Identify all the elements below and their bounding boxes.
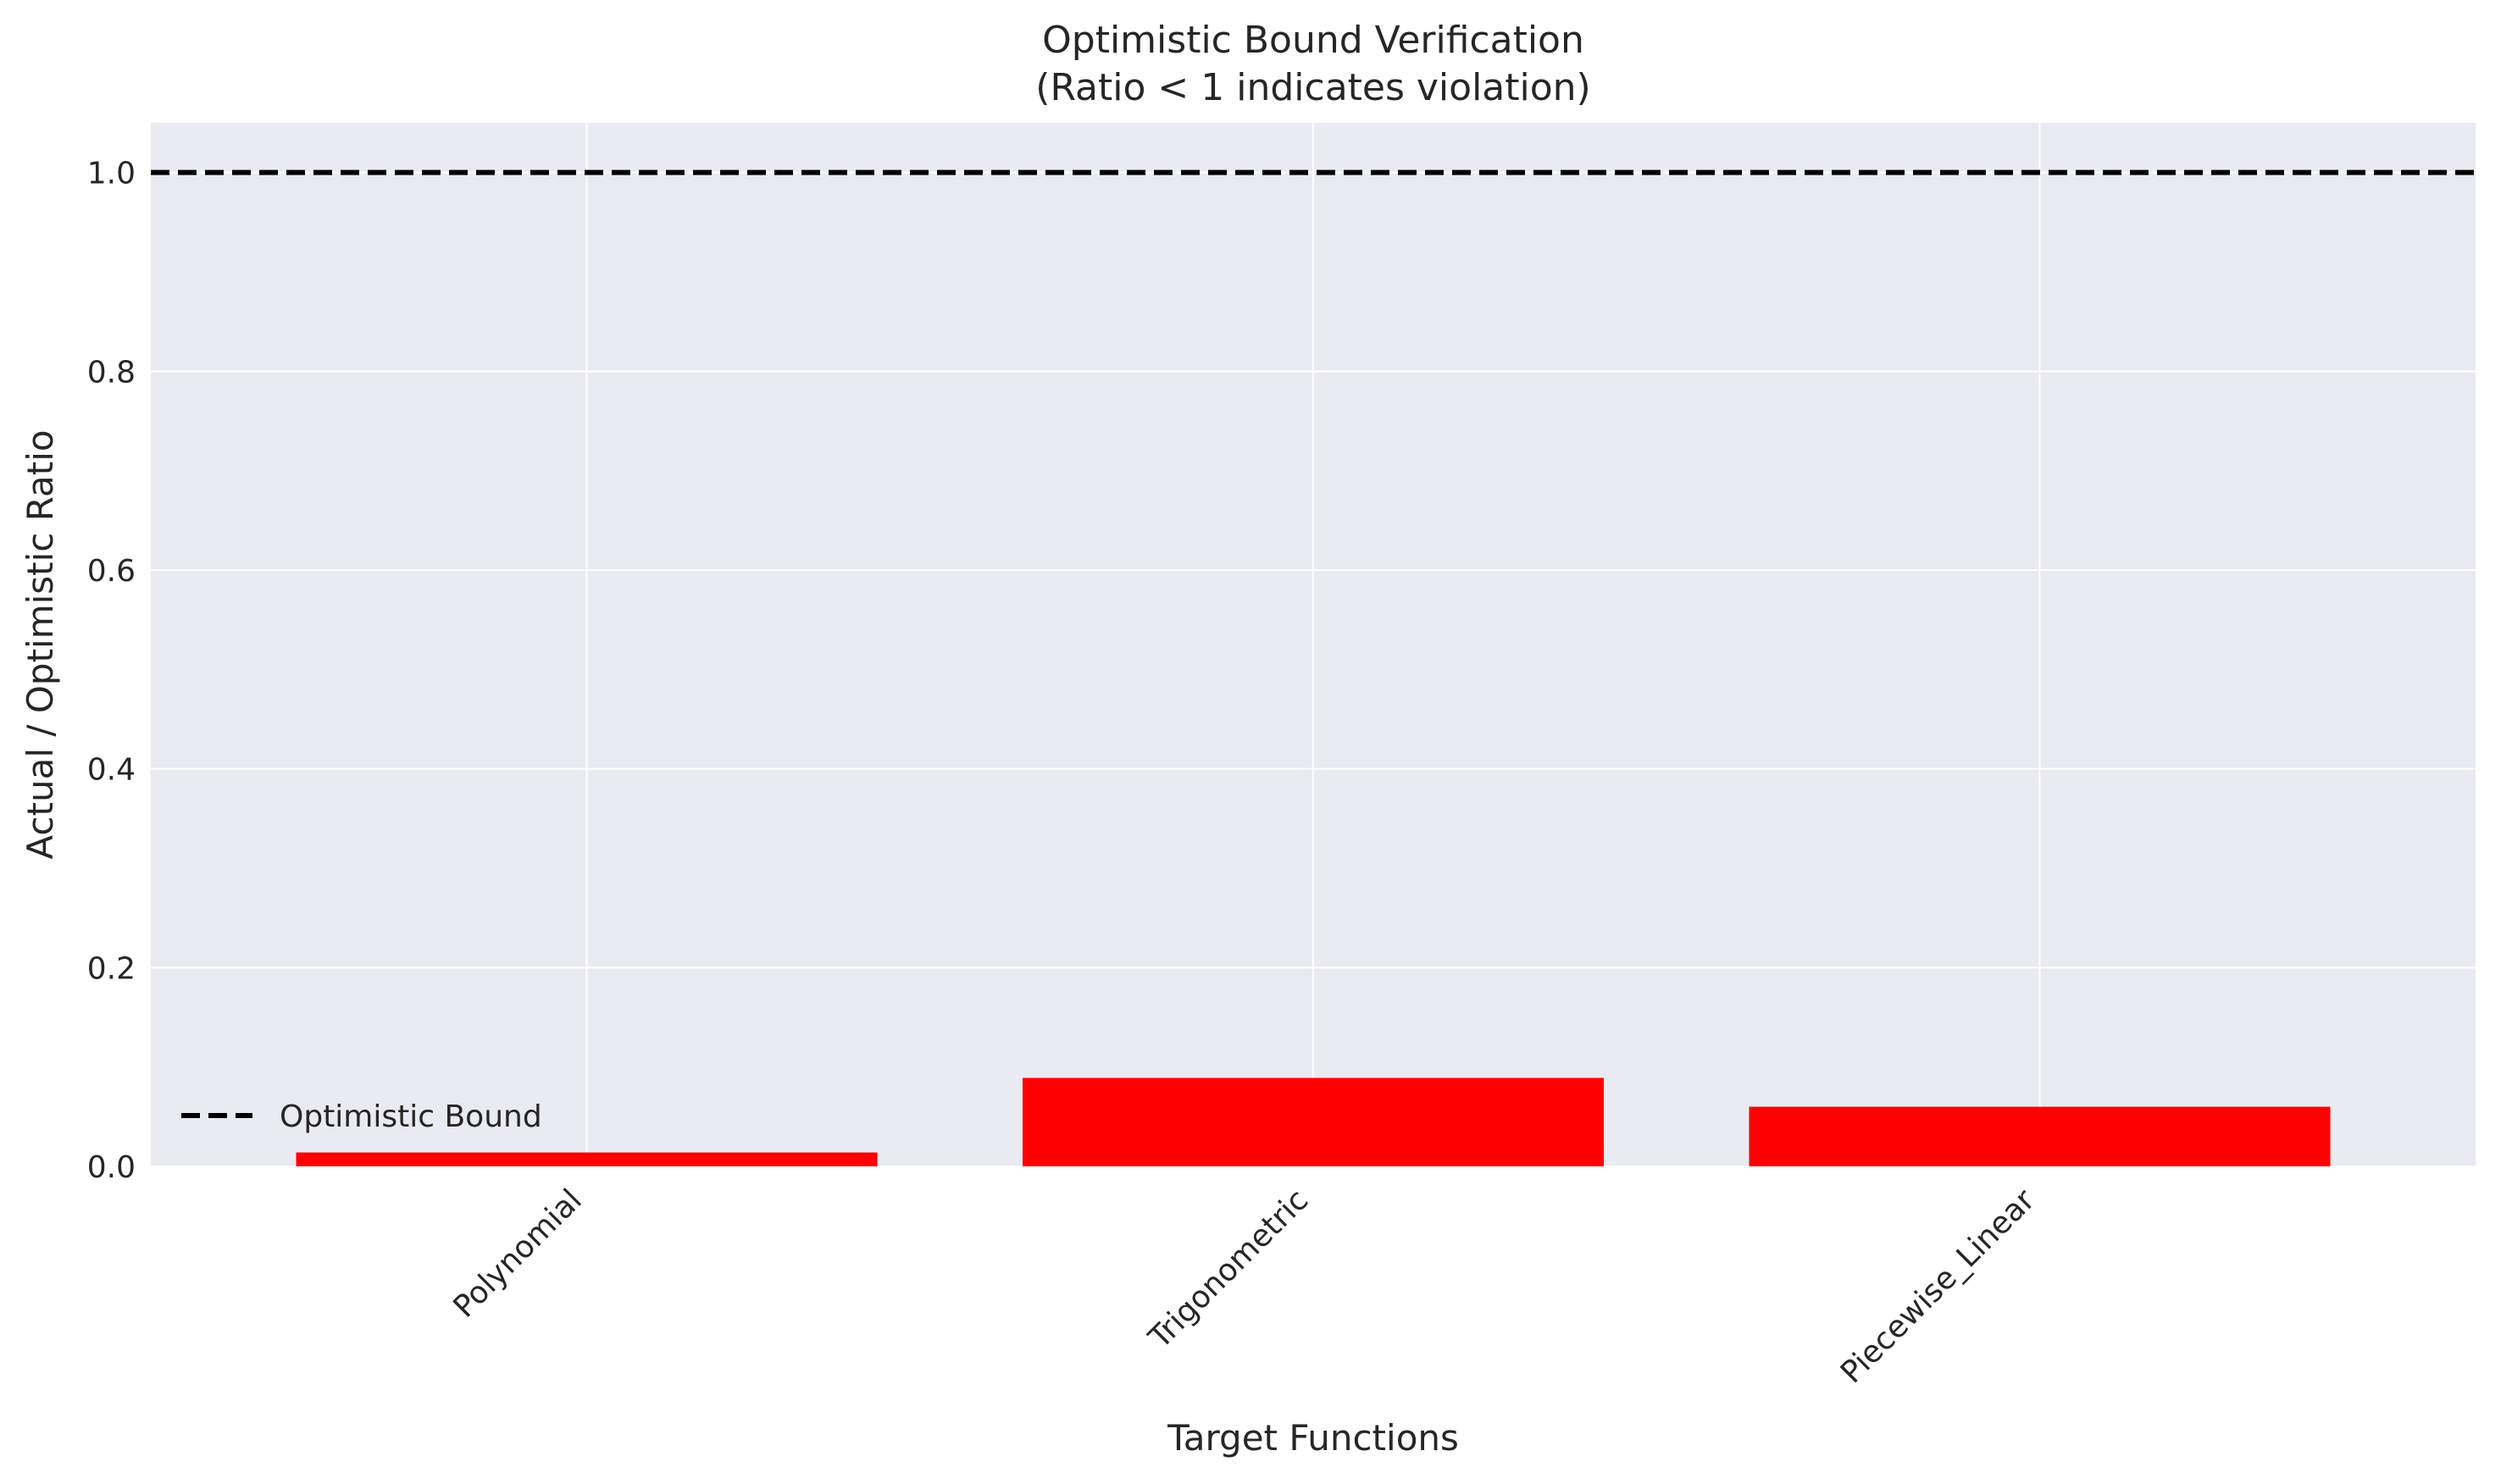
x-axis-label: Target Functions <box>1167 1417 1459 1459</box>
bar-trigonometric <box>1023 1077 1604 1166</box>
y-tick-label: 1.0 <box>87 157 136 191</box>
y-axis-label: Actual / Optimistic Ratio <box>19 429 61 859</box>
x-tick-label: Polynomial <box>446 1182 588 1324</box>
y-tick-label: 0.2 <box>87 951 136 986</box>
y-tick-label: 0.6 <box>87 554 136 589</box>
y-tick-label: 0.8 <box>87 355 136 390</box>
legend: Optimistic Bound <box>181 1099 542 1134</box>
bar-piecewise-linear <box>1749 1106 2331 1166</box>
x-tick-label: Piecewise_Linear <box>1834 1182 2042 1390</box>
y-tick-label: 0.0 <box>87 1150 136 1185</box>
y-tick-label: 0.4 <box>87 753 136 788</box>
bars <box>296 1077 2331 1166</box>
legend-label: Optimistic Bound <box>280 1099 542 1134</box>
y-axis-ticks: 0.0 0.2 0.4 0.6 0.8 1.0 <box>87 157 136 1185</box>
x-axis-ticks: Polynomial Trigonometric Piecewise_Linear <box>446 1182 2042 1390</box>
chart-title: Optimistic Bound Verification <box>1042 19 1584 62</box>
x-tick-label: Trigonometric <box>1142 1182 1315 1355</box>
bar-polynomial <box>296 1152 878 1166</box>
chart-subtitle: (Ratio < 1 indicates violation) <box>1035 66 1590 109</box>
